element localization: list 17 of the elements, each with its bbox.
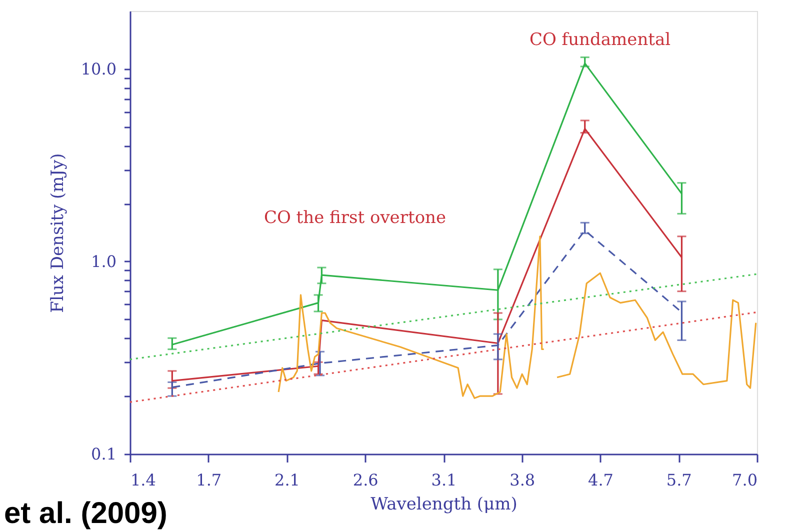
x-tick-label: 1.7 — [196, 470, 222, 490]
x-tick-label: 4.7 — [588, 470, 614, 490]
annotation: CO the first overtone — [264, 208, 446, 228]
x-tick-label: 7.0 — [732, 470, 758, 490]
y-tick-label: 10.0 — [80, 59, 116, 78]
y-tick-label: 0.1 — [91, 444, 116, 464]
x-axis-title: Wavelength (μm) — [370, 494, 518, 514]
x-tick-label: 5.7 — [666, 470, 692, 490]
x-tick-label: 3.8 — [510, 470, 536, 490]
y-axis-title: Flux Density (mJy) — [48, 153, 68, 313]
text: et al. (2009) — [4, 497, 168, 530]
y-tick-label: 1.0 — [91, 252, 116, 271]
x-tick-label: 1.4 — [130, 470, 156, 490]
annotation: CO fundamental — [529, 30, 671, 50]
x-tick-label: 2.6 — [352, 470, 378, 490]
x-tick-label: 2.1 — [274, 470, 300, 490]
x-tick-label: 3.1 — [431, 470, 457, 490]
